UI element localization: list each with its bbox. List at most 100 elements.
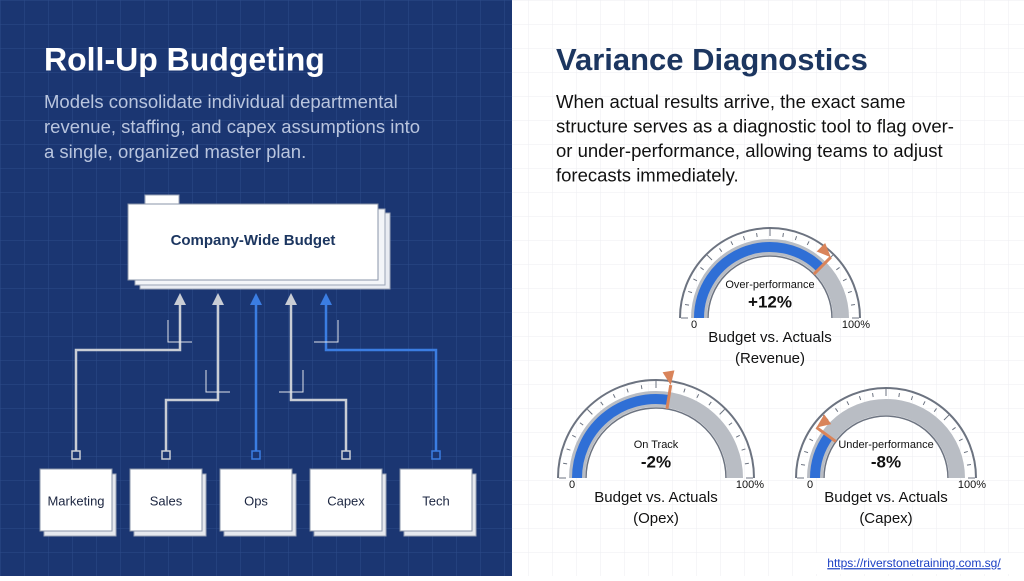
- dept-label: Ops: [244, 493, 268, 508]
- gauge-caption: (Revenue): [735, 350, 805, 367]
- gauge-pointer: [812, 256, 832, 276]
- gauge-tick: [730, 241, 734, 246]
- gauge-caption: (Capex): [859, 510, 912, 527]
- gauge-tick: [806, 241, 810, 246]
- arrow-head: [212, 293, 224, 305]
- gauge-status: Under-performance: [838, 439, 933, 451]
- gauge-max: 100%: [842, 319, 870, 331]
- gauge-tick: [872, 392, 874, 398]
- detail-line: [314, 320, 339, 343]
- gauge-tick: [572, 434, 577, 438]
- arrow-head: [250, 293, 262, 305]
- gauge-pointer: [815, 426, 837, 443]
- gauge-tick: [728, 422, 733, 426]
- gauge-value: -8%: [871, 452, 901, 471]
- connector: [74, 302, 182, 455]
- gauge-status: On Track: [634, 439, 679, 451]
- arrow-head: [174, 293, 186, 305]
- connector-node: [71, 450, 81, 460]
- gauge-tick: [684, 304, 690, 306]
- connector-node: [431, 450, 441, 460]
- gauge-track-edge: [707, 255, 833, 319]
- gauge-tick: [587, 409, 593, 415]
- connector-node: [251, 450, 261, 460]
- gauge-tick: [700, 267, 704, 271]
- gauge-tick: [836, 267, 840, 271]
- light-grid: [512, 0, 1024, 576]
- gauge-rim: [679, 227, 861, 319]
- gauge-track-edge: [585, 407, 727, 479]
- gauge-tick: [809, 438, 814, 442]
- left-body-line: revenue, staffing, and capex assumptions…: [44, 116, 420, 137]
- right-body-line: forecasts immediately.: [556, 164, 739, 185]
- gauge-caption: (Opex): [633, 510, 679, 527]
- connector-node: [161, 450, 171, 460]
- gauge-tick: [858, 396, 862, 401]
- gauge-tick: [782, 232, 784, 238]
- gauge-tick: [933, 408, 937, 412]
- gauge-tick: [850, 304, 856, 306]
- gauge-rim: [557, 379, 755, 479]
- gauge-marker: [662, 370, 675, 386]
- gauge-tick: [600, 401, 604, 406]
- arrow-head: [320, 293, 332, 305]
- gauge-tick: [800, 464, 806, 466]
- right-body-line: When actual results arrive, the exact sa…: [556, 91, 906, 112]
- dept-card: [219, 468, 293, 532]
- gauge-max: 100%: [958, 479, 986, 491]
- gauge-min: 0: [807, 479, 813, 491]
- gauge-value: -2%: [641, 452, 671, 471]
- gauge-tick: [958, 438, 963, 442]
- right-body-line: structure serves as a diagnostic tool to…: [556, 115, 954, 136]
- gauge-tick: [835, 408, 839, 412]
- gauge-tick: [640, 385, 643, 390]
- source-url[interactable]: https://riverstonetraining.com.sg/: [827, 556, 1001, 570]
- dept-label: Sales: [150, 493, 183, 508]
- gauge-min: 0: [569, 479, 575, 491]
- dept-card: [399, 468, 473, 532]
- gauge-tick: [719, 248, 723, 252]
- gauge-tick: [693, 278, 698, 282]
- gauge-caption: Budget vs. Actuals: [824, 489, 947, 506]
- connector: [324, 302, 438, 455]
- detail-line: [167, 320, 192, 343]
- gauge-rim: [795, 387, 977, 479]
- gauge-marker: [816, 414, 832, 428]
- gauge-value: +12%: [748, 292, 792, 311]
- gauge-fill: [572, 394, 670, 479]
- left-body-line: a single, organized master plan.: [44, 141, 306, 162]
- gauge-tick: [719, 409, 725, 415]
- gauge-tick: [706, 254, 713, 261]
- gauge-tick: [922, 401, 926, 406]
- gauge-tick: [756, 232, 758, 238]
- gauge-tick: [943, 414, 950, 421]
- dept-label: Marketing: [47, 493, 104, 508]
- gauge-min: 0: [691, 319, 697, 331]
- gauge-tick: [688, 290, 693, 294]
- gauge-tick: [708, 401, 712, 406]
- dept-card: [39, 468, 113, 532]
- connector: [164, 302, 220, 455]
- gauge-tick: [794, 236, 798, 241]
- gauge-tick: [744, 462, 749, 465]
- gauge-tick: [742, 236, 746, 241]
- left-title: Roll-Up Budgeting: [44, 41, 325, 77]
- gauge-tick: [910, 396, 914, 401]
- arrow-head: [285, 293, 297, 305]
- dept-card: [309, 468, 383, 532]
- gauge-tick: [579, 422, 584, 426]
- gauge-tick: [612, 394, 616, 399]
- dept-label: Capex: [327, 493, 365, 508]
- gauge-fill: [694, 242, 824, 319]
- gauge-tick: [735, 434, 740, 438]
- gauge-fill: [810, 433, 833, 479]
- connector: [289, 302, 348, 455]
- url-box: [810, 553, 1018, 574]
- gauge-tick: [626, 388, 629, 393]
- detail-line: [279, 370, 304, 393]
- gauge-tick: [566, 448, 571, 451]
- detail-line: [205, 370, 230, 393]
- gauge-tick: [804, 450, 809, 454]
- gauge-tick: [963, 450, 968, 454]
